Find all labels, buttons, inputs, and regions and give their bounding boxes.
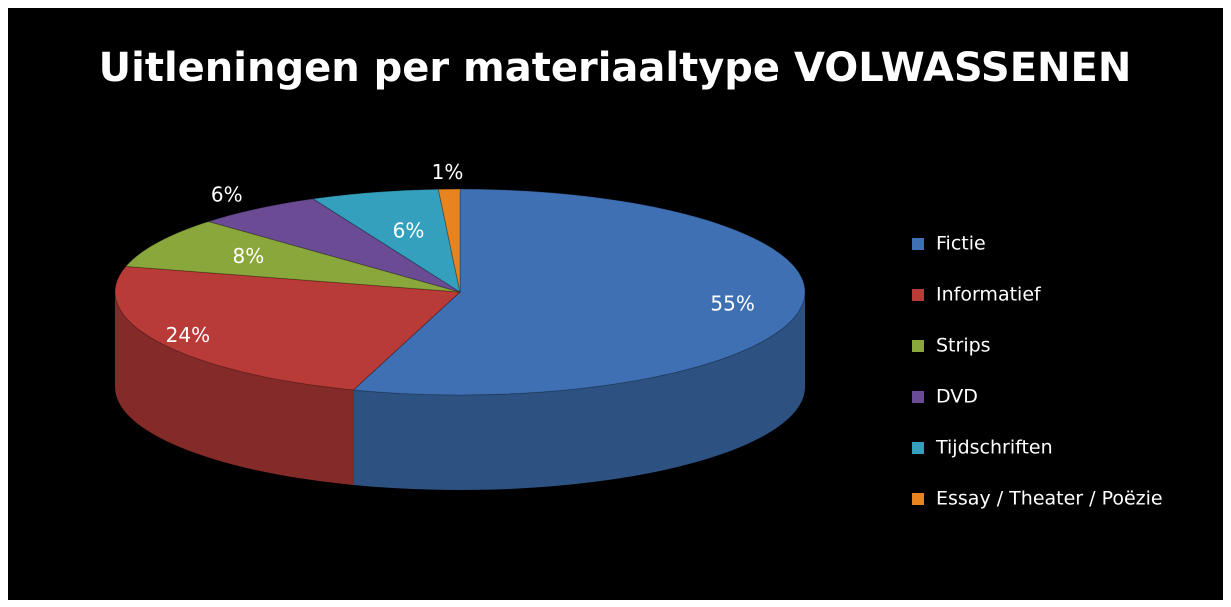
- legend-swatch: [912, 442, 924, 454]
- legend-swatch: [912, 340, 924, 352]
- legend-label: Strips: [936, 335, 991, 357]
- data-label: 8%: [233, 244, 265, 268]
- pie-slice: [352, 188, 806, 396]
- pie-slice: [124, 220, 461, 293]
- legend-label: Fictie: [936, 233, 986, 255]
- data-label: 6%: [211, 183, 243, 207]
- legend-label: Tijdschriften: [935, 437, 1053, 459]
- pie-slice: [437, 188, 461, 293]
- pie-side: [353, 292, 805, 491]
- legend-swatch: [912, 289, 924, 301]
- pie-slice: [311, 188, 461, 294]
- chart-title: Uitleningen per materiaaltype VOLWASSENE…: [99, 45, 1132, 91]
- data-label: 1%: [432, 160, 464, 184]
- data-label: 55%: [710, 291, 754, 315]
- pie-slice: [206, 198, 461, 293]
- legend-swatch: [912, 391, 924, 403]
- pie-slice: [114, 265, 462, 391]
- legend-swatch: [912, 493, 924, 505]
- legend-label: Informatief: [936, 284, 1042, 306]
- legend-swatch: [912, 238, 924, 250]
- legend-label: DVD: [936, 386, 978, 408]
- data-label: 24%: [166, 323, 210, 347]
- legend-label: Essay / Theater / Poëzie: [936, 488, 1163, 510]
- pie-side: [115, 292, 354, 485]
- data-label: 6%: [393, 219, 425, 243]
